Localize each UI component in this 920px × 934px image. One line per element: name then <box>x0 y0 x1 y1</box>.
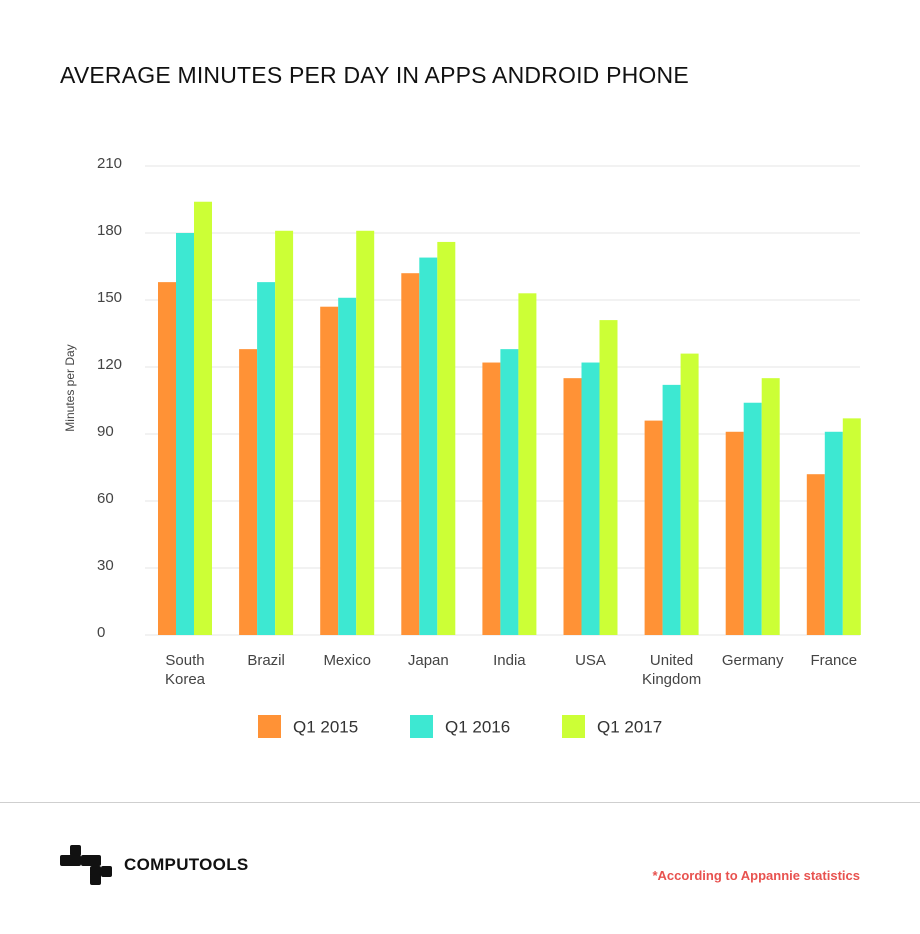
legend-label: Q1 2017 <box>597 717 662 736</box>
chart-title: AVERAGE MINUTES PER DAY IN APPS ANDROID … <box>60 62 689 88</box>
bar-q1-2016 <box>824 431 843 635</box>
bar-q1-2017 <box>275 230 294 635</box>
y-tick-label: 0 <box>97 624 105 641</box>
x-tick-label: India <box>493 652 526 669</box>
bar-q1-2015 <box>320 306 339 635</box>
y-tick-label: 90 <box>97 423 114 440</box>
y-tick-label: 30 <box>97 557 114 574</box>
y-tick-label: 150 <box>97 289 122 306</box>
x-tick-label: France <box>810 652 857 669</box>
bar-q1-2017 <box>599 320 618 635</box>
bar-q1-2017 <box>356 230 375 635</box>
bar-q1-2016 <box>581 362 600 635</box>
legend-item: Q1 2016 <box>410 715 510 738</box>
x-tick-label: Korea <box>165 671 206 688</box>
bar-q1-2015 <box>401 273 420 635</box>
legend-label: Q1 2015 <box>293 717 358 736</box>
bar-q1-2016 <box>662 384 681 635</box>
y-tick-label: 60 <box>97 490 114 507</box>
bar-q1-2015 <box>239 349 258 635</box>
legend-item: Q1 2015 <box>258 715 358 738</box>
y-tick-label: 180 <box>97 222 122 239</box>
bar-q1-2016 <box>176 233 194 635</box>
bar-q1-2016 <box>419 257 438 635</box>
bar-q1-2015 <box>563 378 582 635</box>
bar-q1-2017 <box>761 378 780 635</box>
bar-q1-2016 <box>257 282 276 635</box>
y-axis-label: Minutes per Day <box>63 344 77 431</box>
x-tick-label: United <box>650 652 693 669</box>
bar-q1-2016 <box>743 402 762 635</box>
bar-q1-2016 <box>500 349 519 635</box>
legend-item: Q1 2017 <box>562 715 662 738</box>
brand-name: COMPUTOOLS <box>124 855 249 874</box>
bar-q1-2015 <box>644 420 663 635</box>
bar-q1-2015 <box>725 431 744 635</box>
x-tick-label: Germany <box>722 652 784 669</box>
bar-q1-2015 <box>482 362 501 635</box>
footer-divider <box>0 802 920 803</box>
source-note: *According to Appannie statistics <box>652 868 860 883</box>
legend-label: Q1 2016 <box>445 717 510 736</box>
bar-q1-2017 <box>842 418 861 635</box>
bar-q1-2017 <box>680 353 699 635</box>
legend-swatch <box>258 715 281 738</box>
bar-q1-2017 <box>518 293 537 635</box>
bar-chart: 0 30 60 90 120 150 180 210 Minutes per Day South K… <box>63 155 861 738</box>
bar-q1-2016 <box>338 297 357 635</box>
bar-q1-2017 <box>194 201 212 635</box>
computools-logo-icon <box>60 845 112 885</box>
y-tick-label: 120 <box>97 356 122 373</box>
x-tick-label: Japan <box>408 652 449 669</box>
y-tick-label: 210 <box>97 155 122 172</box>
x-tick-label: South <box>165 652 204 669</box>
bar-q1-2015 <box>158 282 176 635</box>
x-tick-label: USA <box>575 652 606 669</box>
x-tick-label: Kingdom <box>642 671 701 688</box>
bar-q1-2017 <box>437 241 456 635</box>
x-tick-label: Brazil <box>247 652 285 669</box>
x-tick-label: Mexico <box>323 652 371 669</box>
legend-swatch <box>410 715 433 738</box>
bar-q1-2015 <box>806 474 825 635</box>
brand: COMPUTOOLS <box>60 845 249 885</box>
legend-swatch <box>562 715 585 738</box>
